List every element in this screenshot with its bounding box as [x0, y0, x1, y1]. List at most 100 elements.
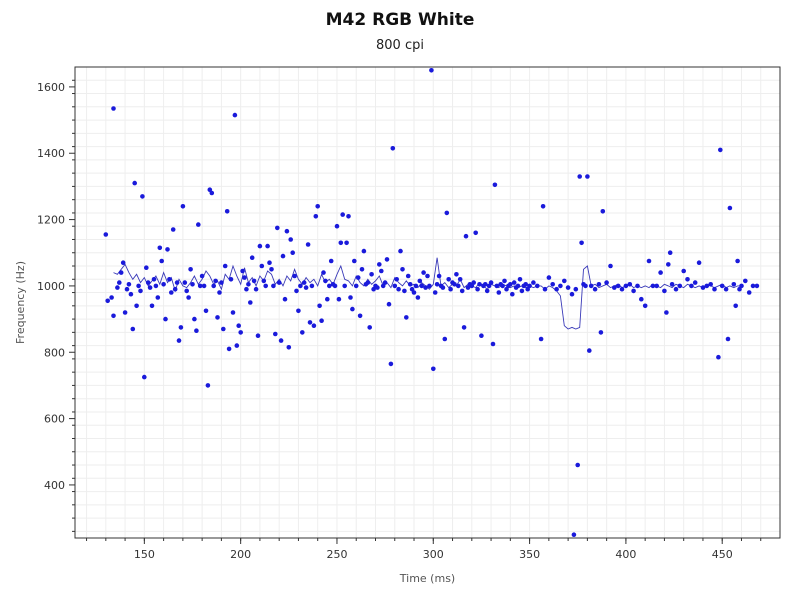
- data-point: [232, 112, 238, 118]
- data-point: [502, 278, 507, 284]
- data-point: [213, 278, 218, 284]
- data-point: [147, 285, 153, 290]
- y-tick-label: 400: [44, 479, 65, 492]
- data-point: [608, 263, 613, 269]
- data-point: [230, 310, 236, 315]
- data-point: [301, 280, 307, 285]
- data-point: [138, 288, 143, 294]
- data-point: [635, 283, 640, 289]
- data-point: [211, 283, 216, 289]
- data-point: [515, 283, 521, 289]
- data-point: [246, 282, 251, 287]
- data-point: [558, 283, 563, 289]
- data-point: [222, 263, 228, 269]
- data-point: [224, 209, 230, 214]
- data-point: [511, 280, 517, 285]
- data-point: [743, 278, 748, 284]
- data-point: [180, 204, 186, 209]
- x-tick-label: 450: [712, 548, 733, 561]
- data-point: [735, 258, 740, 264]
- data-point: [350, 306, 355, 312]
- data-point: [600, 209, 606, 214]
- data-point: [321, 270, 326, 275]
- data-point: [332, 283, 338, 289]
- data-point: [483, 282, 488, 287]
- data-point: [718, 147, 723, 153]
- data-point: [128, 291, 134, 297]
- data-point: [463, 233, 469, 239]
- data-point: [588, 283, 594, 289]
- data-point: [288, 237, 294, 242]
- data-point: [477, 282, 482, 287]
- data-point: [444, 210, 450, 216]
- data-point: [598, 330, 604, 335]
- data-point: [681, 268, 686, 274]
- data-point: [115, 285, 120, 290]
- data-point: [298, 283, 303, 289]
- data-point: [278, 338, 284, 343]
- data-point: [731, 282, 737, 287]
- data-point: [169, 290, 174, 295]
- data-point: [215, 315, 220, 320]
- data-point: [149, 303, 155, 309]
- data-point: [405, 273, 411, 279]
- data-point: [692, 280, 698, 285]
- data-point: [336, 296, 342, 302]
- data-point: [265, 243, 270, 249]
- data-point: [492, 182, 498, 188]
- data-point: [712, 286, 717, 292]
- data-point: [105, 298, 110, 304]
- data-point: [404, 315, 409, 320]
- data-point: [178, 325, 184, 330]
- data-point: [650, 283, 656, 289]
- data-point: [111, 313, 116, 319]
- data-point: [165, 247, 170, 252]
- data-point: [417, 278, 423, 284]
- data-point: [400, 267, 405, 272]
- data-point: [531, 280, 536, 285]
- data-point: [226, 346, 232, 352]
- data-point: [479, 333, 484, 339]
- data-point: [303, 285, 309, 290]
- data-point: [696, 260, 702, 266]
- data-point: [432, 290, 438, 295]
- data-point: [188, 267, 193, 272]
- data-point: [309, 283, 315, 289]
- data-point: [452, 282, 457, 287]
- data-point: [746, 290, 752, 295]
- data-point: [151, 277, 157, 282]
- data-point: [562, 278, 567, 284]
- data-point: [305, 242, 311, 247]
- data-point: [585, 174, 590, 179]
- data-point: [323, 278, 328, 284]
- data-point: [294, 288, 299, 294]
- x-tick-label: 400: [615, 548, 636, 561]
- data-point: [365, 280, 371, 285]
- data-point: [496, 290, 502, 295]
- data-point: [313, 214, 319, 219]
- data-point: [255, 333, 261, 339]
- data-point: [219, 280, 224, 285]
- data-point: [423, 285, 428, 290]
- data-point: [488, 280, 494, 285]
- data-point: [388, 361, 394, 367]
- data-point: [328, 258, 334, 264]
- data-point: [196, 222, 201, 227]
- data-point: [167, 277, 172, 282]
- data-point: [538, 336, 544, 342]
- data-point: [386, 301, 392, 307]
- data-point: [186, 295, 191, 300]
- data-point: [174, 280, 180, 285]
- data-point: [677, 283, 683, 289]
- data-point: [402, 288, 407, 294]
- data-point: [454, 272, 459, 277]
- data-point: [136, 283, 141, 289]
- data-point: [172, 286, 178, 292]
- data-point: [184, 288, 189, 294]
- data-point: [234, 343, 240, 348]
- data-point: [429, 68, 434, 73]
- data-point: [261, 278, 267, 284]
- data-point: [251, 278, 257, 284]
- data-point: [176, 338, 182, 343]
- data-point: [434, 282, 440, 287]
